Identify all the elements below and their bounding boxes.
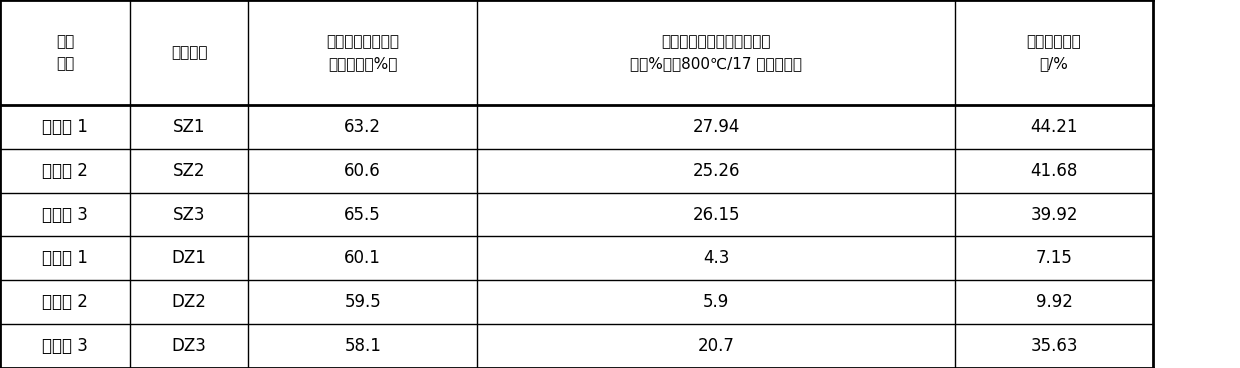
Text: 对比例 1: 对比例 1: [42, 250, 88, 268]
Text: 实施例 1: 实施例 1: [42, 118, 88, 136]
Text: 分子筛老化后样品相对结晶
度（%）（800℃/17 小时老化）: 分子筛老化后样品相对结晶 度（%）（800℃/17 小时老化）: [630, 34, 802, 71]
Text: 分子筛新鲜样品相
对结晶度（%）: 分子筛新鲜样品相 对结晶度（%）: [326, 34, 399, 71]
Text: 44.21: 44.21: [1030, 118, 1078, 136]
Text: DZ1: DZ1: [171, 250, 207, 268]
Text: 60.1: 60.1: [345, 250, 381, 268]
Text: 对比例 2: 对比例 2: [42, 293, 88, 311]
Text: 35.63: 35.63: [1030, 337, 1078, 355]
Text: 39.92: 39.92: [1030, 205, 1078, 223]
Text: DZ3: DZ3: [171, 337, 207, 355]
Text: 41.68: 41.68: [1030, 162, 1078, 180]
Text: 60.6: 60.6: [345, 162, 381, 180]
Text: SZ2: SZ2: [172, 162, 206, 180]
Text: 25.26: 25.26: [692, 162, 740, 180]
Text: 63.2: 63.2: [345, 118, 381, 136]
Text: 9.92: 9.92: [1035, 293, 1073, 311]
Text: 实例
编号: 实例 编号: [56, 34, 74, 71]
Text: 样品编号: 样品编号: [171, 45, 207, 60]
Text: 实施例 3: 实施例 3: [42, 205, 88, 223]
Text: DZ2: DZ2: [171, 293, 207, 311]
Text: 65.5: 65.5: [345, 205, 381, 223]
Text: SZ1: SZ1: [172, 118, 206, 136]
Text: SZ3: SZ3: [172, 205, 206, 223]
Text: 27.94: 27.94: [692, 118, 740, 136]
Text: 58.1: 58.1: [345, 337, 381, 355]
Text: 7.15: 7.15: [1035, 250, 1073, 268]
Text: 26.15: 26.15: [692, 205, 740, 223]
Text: 对比例 3: 对比例 3: [42, 337, 88, 355]
Text: 59.5: 59.5: [345, 293, 381, 311]
Text: 5.9: 5.9: [703, 293, 729, 311]
Text: 实施例 2: 实施例 2: [42, 162, 88, 180]
Text: 20.7: 20.7: [698, 337, 734, 355]
Text: 相对结晶保留
度/%: 相对结晶保留 度/%: [1027, 34, 1081, 71]
Text: 4.3: 4.3: [703, 250, 729, 268]
